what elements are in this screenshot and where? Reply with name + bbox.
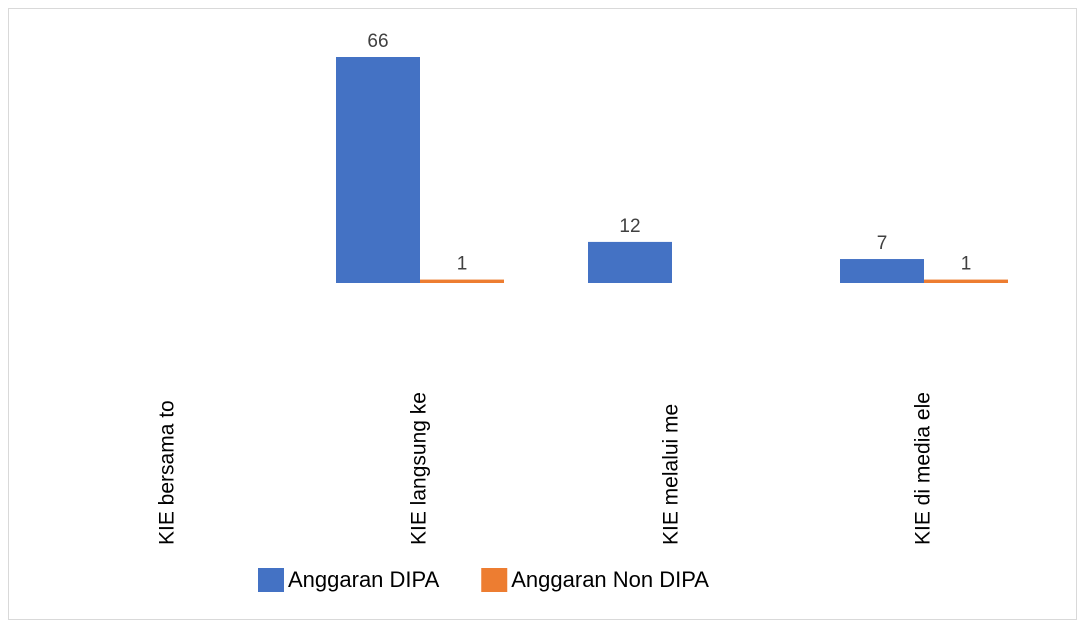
legend-label: Anggaran DIPA [288, 567, 440, 592]
bar [840, 259, 924, 283]
value-label: 12 [619, 216, 640, 237]
bar [420, 279, 504, 283]
x-tick-label: KIE melalui me [660, 404, 683, 545]
bar [588, 241, 672, 283]
legend-swatch [258, 568, 284, 592]
value-label: 1 [961, 254, 972, 275]
value-label: 66 [367, 31, 388, 52]
chart-border [8, 8, 1077, 620]
value-label: 7 [877, 233, 888, 254]
value-label: 1 [457, 254, 468, 275]
legend-label: Anggaran Non DIPA [511, 567, 709, 592]
x-tick-label: KIE langsung ke [408, 392, 431, 545]
legend-swatch [481, 568, 508, 592]
x-tick-label: KIE di media ele [912, 392, 935, 545]
bar [336, 57, 420, 283]
x-tick-label: KIE bersama to [156, 400, 179, 545]
bar [924, 279, 1008, 283]
